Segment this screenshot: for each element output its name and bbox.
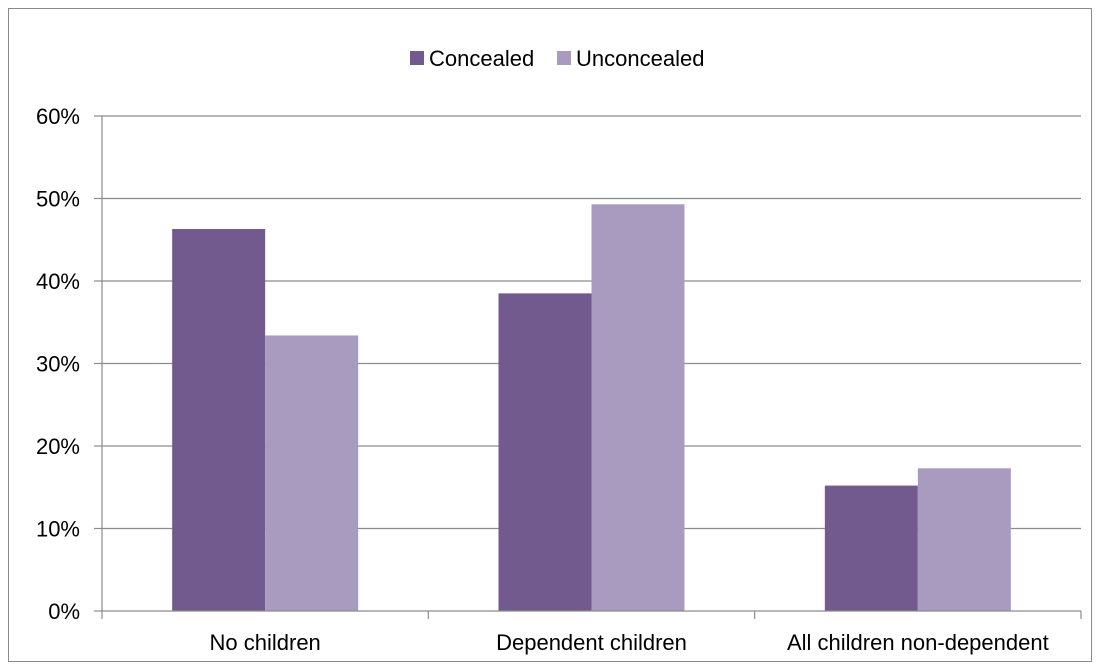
bar-concealed-2 bbox=[825, 486, 918, 611]
bar-unconcealed-0 bbox=[265, 335, 358, 611]
x-tick-label: Dependent children bbox=[496, 630, 687, 655]
legend-label-concealed: Concealed bbox=[429, 46, 534, 71]
bar-concealed-0 bbox=[172, 229, 265, 611]
x-tick-label: All children non-dependent bbox=[787, 630, 1049, 655]
y-axis-tick-labels: 0% 10% 20% 30% 40% 50% 60% bbox=[36, 104, 80, 624]
x-axis-tick-labels: No children Dependent children All childre… bbox=[210, 630, 1049, 655]
y-tick-label: 60% bbox=[36, 104, 80, 129]
y-tick-label: 0% bbox=[48, 599, 80, 624]
bar-unconcealed-2 bbox=[918, 468, 1011, 611]
x-tick-label: No children bbox=[210, 630, 321, 655]
legend: Concealed Unconcealed bbox=[410, 46, 704, 71]
legend-swatch-unconcealed bbox=[557, 51, 571, 65]
bar-concealed-1 bbox=[499, 293, 592, 611]
bars bbox=[172, 204, 1011, 611]
bar-unconcealed-1 bbox=[592, 204, 685, 611]
y-tick-label: 40% bbox=[36, 269, 80, 294]
y-tick-label: 30% bbox=[36, 352, 80, 377]
legend-swatch-concealed bbox=[410, 51, 424, 65]
y-tick-label: 50% bbox=[36, 187, 80, 212]
y-tick-label: 10% bbox=[36, 517, 80, 542]
y-tick-label: 20% bbox=[36, 434, 80, 459]
legend-label-unconcealed: Unconcealed bbox=[576, 46, 704, 71]
